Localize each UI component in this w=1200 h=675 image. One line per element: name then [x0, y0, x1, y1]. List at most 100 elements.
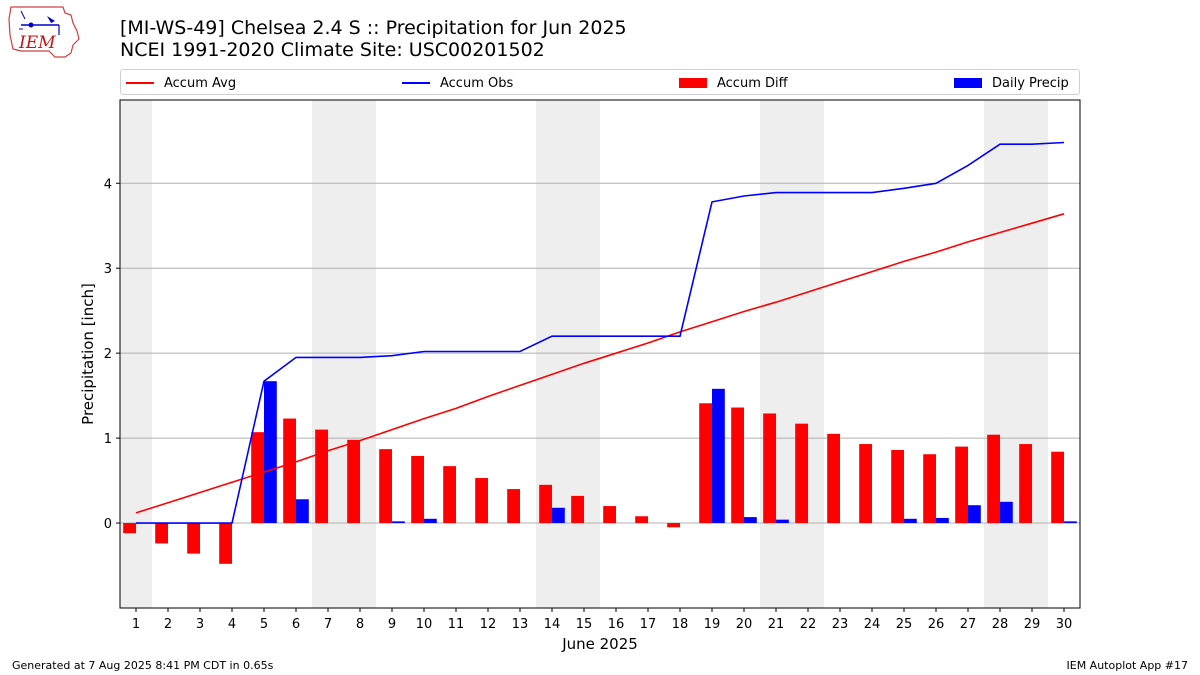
x-tick-label: 9 — [388, 617, 396, 632]
bar-accum-diff — [571, 495, 584, 524]
bar-accum-diff — [475, 478, 488, 524]
footer-app: IEM Autoplot App #17 — [1066, 659, 1189, 672]
logo-text: IEM — [18, 33, 56, 53]
x-tick-label: 8 — [356, 617, 364, 632]
y-tick-label: 1 — [104, 432, 112, 447]
bar-accum-diff — [635, 516, 648, 524]
bar-accum-diff — [347, 439, 360, 524]
bar-accum-diff — [539, 484, 552, 524]
x-tick-label: 5 — [260, 617, 268, 632]
x-tick-label: 30 — [1056, 617, 1073, 632]
bar-accum-diff — [315, 429, 328, 524]
legend-label: Daily Precip — [992, 75, 1069, 91]
chart-title: [MI-WS-49] Chelsea 2.4 S :: Precipitatio… — [120, 17, 627, 39]
line-accum-avg — [135, 213, 1065, 514]
bar-accum-diff — [155, 523, 168, 544]
y-tick-label: 4 — [104, 177, 112, 192]
x-tick-label: 7 — [324, 617, 332, 632]
weekend-shade — [984, 100, 1048, 608]
bar-daily-precip — [936, 517, 949, 524]
bar-daily-precip — [744, 517, 757, 524]
footer-generated: Generated at 7 Aug 2025 8:41 PM CDT in 0… — [12, 659, 274, 672]
bar-accum-diff — [795, 423, 808, 524]
bar-accum-diff — [859, 444, 872, 524]
x-tick-label: 10 — [416, 617, 433, 632]
bar-daily-precip — [968, 505, 981, 524]
y-axis-label: Precipitation [inch] — [79, 283, 97, 425]
bar-daily-precip — [392, 521, 405, 524]
bar-accum-diff — [699, 403, 712, 524]
x-tick-label: 25 — [896, 617, 913, 632]
x-tick-label: 23 — [832, 617, 849, 632]
bar-accum-diff — [379, 449, 392, 524]
bar-accum-diff — [923, 454, 936, 524]
x-tick-label: 17 — [640, 617, 657, 632]
x-tick-label: 2 — [164, 617, 172, 632]
bar-accum-diff — [1051, 451, 1064, 524]
bar-accum-diff — [603, 506, 616, 524]
legend-item-daily-precip: Daily Precip — [954, 74, 1069, 92]
x-tick-label: 28 — [992, 617, 1009, 632]
bar-daily-precip — [904, 518, 917, 524]
bar-daily-precip — [264, 381, 277, 524]
bar-accum-diff — [507, 489, 520, 524]
x-tick-label: 18 — [672, 617, 689, 632]
x-tick-label: 19 — [704, 617, 721, 632]
weekend-shade — [312, 100, 376, 608]
y-tick-label: 0 — [104, 517, 112, 532]
x-tick-label: 24 — [864, 617, 881, 632]
legend-swatch — [954, 78, 982, 88]
bar-daily-precip — [1064, 521, 1077, 524]
bar-accum-diff — [187, 523, 200, 554]
bar-accum-diff — [219, 523, 232, 564]
bar-daily-precip — [296, 499, 309, 524]
x-tick-label: 4 — [228, 617, 236, 632]
plot-frame — [119, 99, 1081, 609]
legend-label: Accum Avg — [164, 75, 237, 91]
x-tick-label: 21 — [768, 617, 785, 632]
x-tick-label: 3 — [196, 617, 204, 632]
legend: Accum Avg Accum Obs Accum Diff Daily Pre… — [120, 69, 1080, 95]
line-accum-obs — [136, 141, 1065, 524]
bar-accum-diff — [667, 523, 680, 528]
bar-accum-diff — [251, 432, 264, 524]
bar-daily-precip — [1000, 501, 1013, 524]
legend-item-accum-diff: Accum Diff — [679, 74, 788, 92]
bar-accum-diff — [987, 434, 1000, 524]
legend-swatch — [402, 82, 430, 84]
legend-label: Accum Obs — [440, 75, 514, 91]
x-tick-label: 22 — [800, 617, 817, 632]
bar-accum-diff — [731, 407, 744, 524]
x-tick-label: 1 — [132, 617, 140, 632]
bar-accum-diff — [123, 523, 136, 534]
x-tick-label: 6 — [292, 617, 300, 632]
x-axis-label: June 2025 — [561, 635, 638, 653]
x-tick-label: 14 — [544, 617, 561, 632]
bar-accum-diff — [411, 455, 424, 524]
x-tick-label: 20 — [736, 617, 753, 632]
bar-daily-precip — [552, 507, 565, 524]
x-tick-label: 29 — [1024, 617, 1041, 632]
bar-accum-diff — [1019, 444, 1032, 524]
x-tick-label: 16 — [608, 617, 625, 632]
legend-swatch — [126, 82, 154, 84]
y-tick-label: 2 — [104, 347, 112, 362]
weekend-shade — [536, 100, 600, 608]
bar-accum-diff — [283, 418, 296, 524]
bar-accum-diff — [891, 449, 904, 524]
bar-daily-precip — [776, 519, 789, 524]
x-tick-label: 12 — [480, 617, 497, 632]
y-tick-label: 3 — [104, 262, 112, 277]
weekend-shade — [760, 100, 824, 608]
bar-accum-diff — [443, 466, 456, 524]
x-tick-label: 15 — [576, 617, 593, 632]
x-tick-label: 13 — [512, 617, 529, 632]
bar-accum-diff — [827, 433, 840, 524]
bar-accum-diff — [763, 413, 776, 524]
x-tick-label: 11 — [448, 617, 465, 632]
legend-label: Accum Diff — [717, 75, 788, 91]
bar-daily-precip — [424, 518, 437, 524]
legend-item-accum-avg: Accum Avg — [126, 74, 236, 92]
x-tick-label: 27 — [960, 617, 977, 632]
